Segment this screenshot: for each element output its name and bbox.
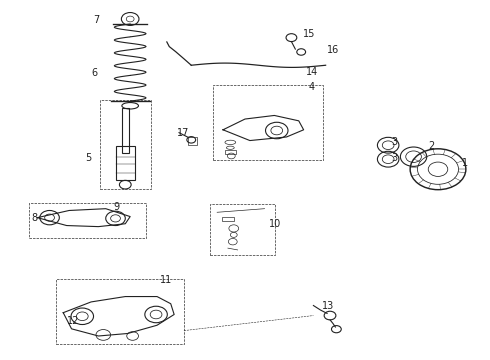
Bar <box>188 137 196 145</box>
Bar <box>116 146 135 180</box>
Text: 11: 11 <box>159 275 171 285</box>
Text: 17: 17 <box>176 129 189 138</box>
Text: 8: 8 <box>31 213 38 223</box>
Bar <box>225 150 236 154</box>
Bar <box>122 108 129 153</box>
Text: 2: 2 <box>428 141 435 151</box>
Text: 9: 9 <box>113 202 119 212</box>
Text: 3: 3 <box>392 153 398 163</box>
Bar <box>221 217 234 221</box>
Text: 10: 10 <box>269 219 281 229</box>
Text: 6: 6 <box>91 68 97 78</box>
Text: 5: 5 <box>85 153 91 163</box>
Text: 12: 12 <box>67 316 79 325</box>
Text: 1: 1 <box>463 158 468 168</box>
Text: 7: 7 <box>94 15 100 26</box>
Text: 4: 4 <box>309 82 315 93</box>
Text: 15: 15 <box>303 29 315 39</box>
Text: 14: 14 <box>306 67 318 77</box>
Text: 16: 16 <box>327 45 340 55</box>
Text: 3: 3 <box>392 137 398 147</box>
Text: 13: 13 <box>322 301 335 311</box>
